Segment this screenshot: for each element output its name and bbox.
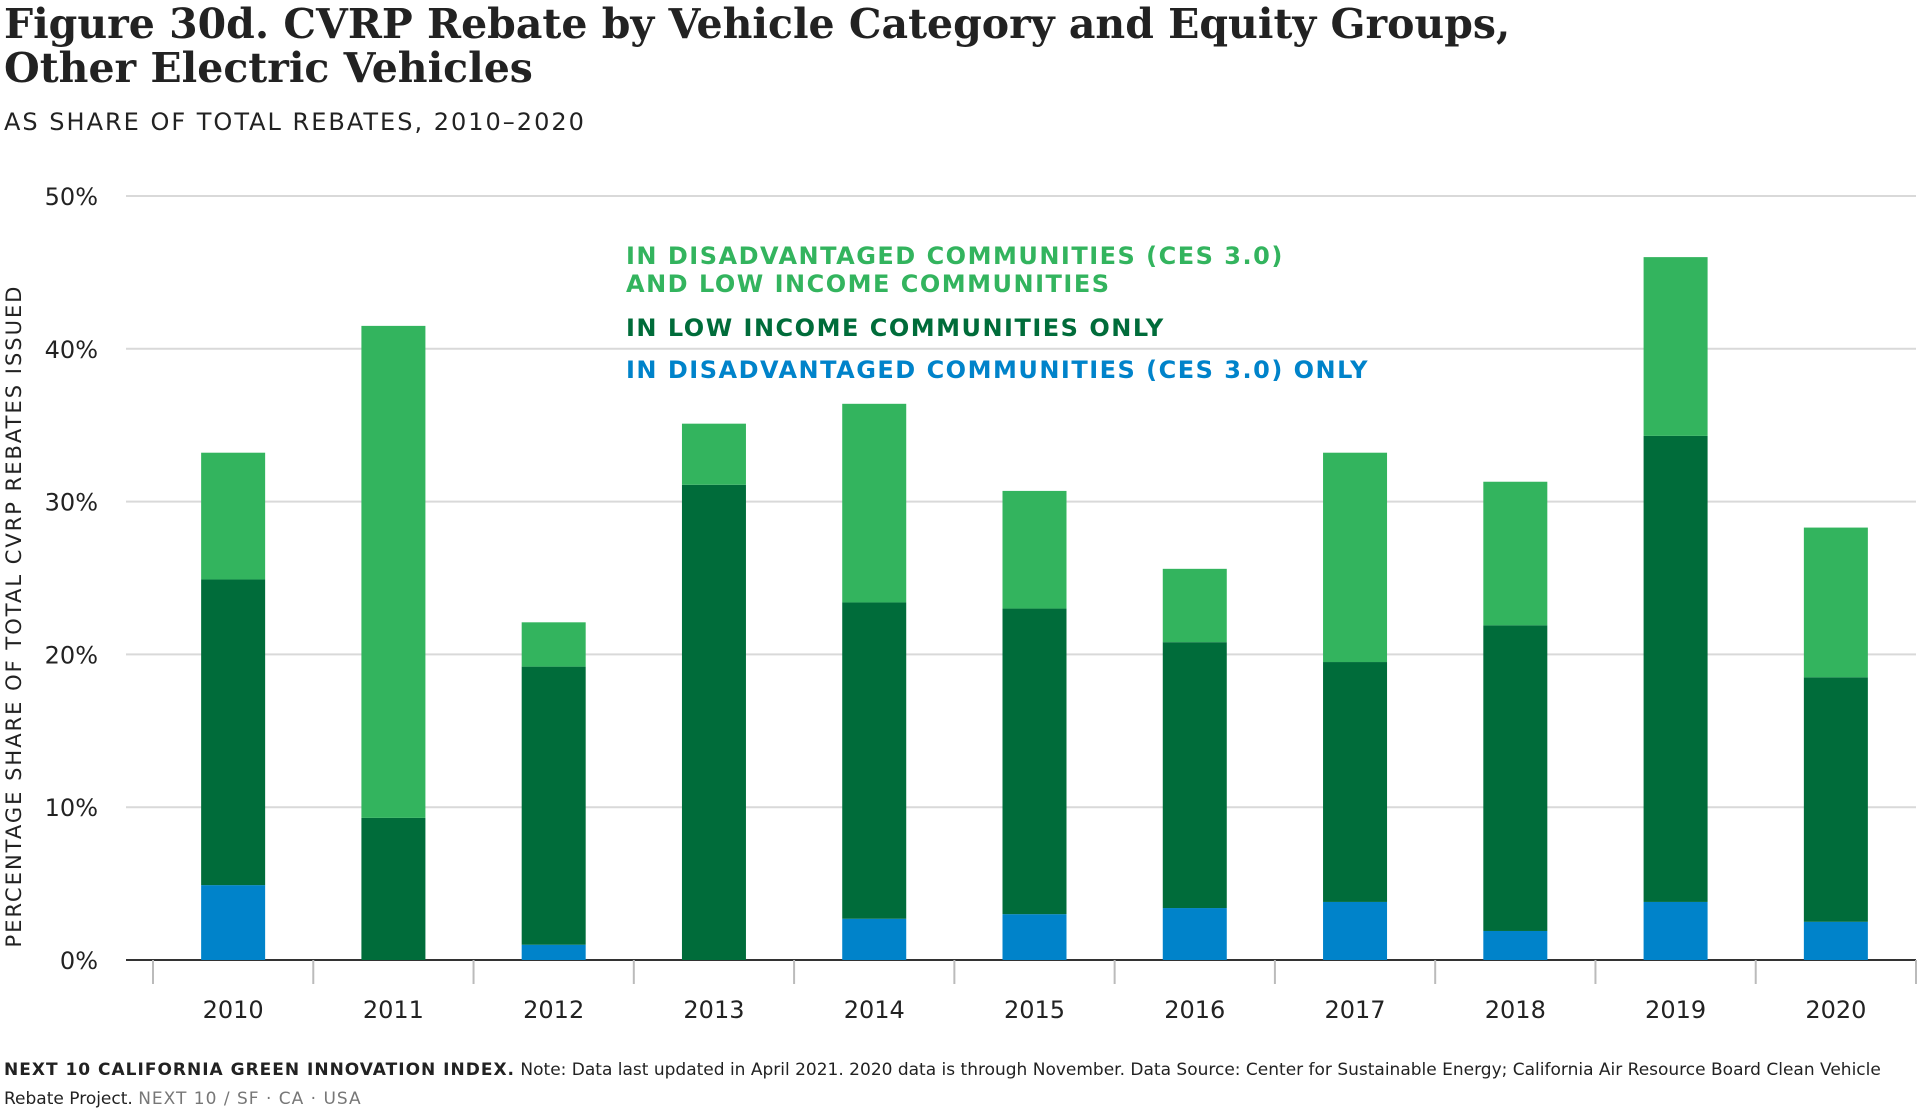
bar-segment-2020-series-0: [1803, 921, 1868, 960]
x-tick-label: 2011: [363, 996, 424, 1024]
bar-segment-2010-series-1: [201, 579, 266, 886]
bar-segment-2013-series-1: [681, 484, 746, 960]
y-tick-label: 10%: [45, 794, 98, 822]
legend-entry-disadvantaged-text: IN DISADVANTAGED COMMUNITIES (CES 3.0) O…: [626, 356, 1370, 384]
footer-org: NEXT 10 CALIFORNIA GREEN INNOVATION INDE…: [4, 1060, 516, 1080]
bar-segment-2019-series-2: [1643, 257, 1708, 436]
bar-segment-2013-series-2: [681, 423, 746, 485]
bar-segment-2015-series-2: [1002, 490, 1067, 609]
chart-subtitle: AS SHARE OF TOTAL REBATES, 2010–2020: [4, 108, 586, 136]
y-tick-label: 30%: [45, 489, 98, 517]
bar-segment-2012-series-0: [521, 944, 586, 960]
bar-segment-2010-series-2: [201, 452, 266, 580]
bar-segment-2010-series-0: [201, 885, 266, 960]
bar-segment-2017-series-2: [1323, 452, 1388, 663]
x-tick-label: 2012: [523, 996, 584, 1024]
chart-title-line-2: Other Electric Vehicles: [4, 44, 533, 92]
x-tick-label: 2018: [1485, 996, 1546, 1024]
legend-entry-low-income: IN LOW INCOME COMMUNITIES ONLY: [626, 314, 1165, 342]
bar-segment-2014-series-0: [842, 918, 907, 960]
legend-entry-low-income-text: IN LOW INCOME COMMUNITIES ONLY: [626, 314, 1165, 342]
y-axis-label: PERCENTAGE SHARE OF TOTAL CVRP REBATES I…: [2, 284, 26, 948]
x-tick-label: 2020: [1805, 996, 1866, 1024]
bar-segment-2020-series-1: [1803, 677, 1868, 922]
footer-note-text: Note: Data last updated in April 2021. 2…: [4, 1060, 1881, 1109]
chart-title: Figure 30d. CVRP Rebate by Vehicle Categ…: [4, 2, 1510, 90]
x-tick-label: 2017: [1325, 996, 1386, 1024]
x-tick-label: 2010: [203, 996, 264, 1024]
bar-segment-2012-series-2: [521, 622, 586, 667]
bar-segment-2017-series-1: [1323, 662, 1388, 902]
y-tick-label: 50%: [45, 183, 98, 211]
legend-entry-combined-line-1: IN DISADVANTAGED COMMUNITIES (CES 3.0): [626, 242, 1284, 270]
y-tick-label: 20%: [45, 641, 98, 669]
x-tick-label: 2019: [1645, 996, 1706, 1024]
bar-segment-2014-series-2: [842, 403, 907, 603]
y-tick-label: 0%: [60, 947, 98, 975]
bar-segment-2018-series-2: [1483, 481, 1548, 626]
bar-segment-2019-series-0: [1643, 901, 1708, 960]
bar-segment-2016-series-0: [1162, 908, 1227, 960]
bar-segment-2018-series-0: [1483, 930, 1548, 960]
bar-segment-2018-series-1: [1483, 625, 1548, 931]
bar-segment-2015-series-0: [1002, 914, 1067, 960]
bar-segment-2019-series-1: [1643, 435, 1708, 902]
bar-segment-2017-series-0: [1323, 901, 1388, 960]
bar-segment-2016-series-1: [1162, 642, 1227, 909]
legend-entry-combined-line-2: AND LOW INCOME COMMUNITIES: [626, 270, 1111, 298]
x-tick-label: 2013: [683, 996, 744, 1024]
footer-note: NEXT 10 CALIFORNIA GREEN INNOVATION INDE…: [4, 1056, 1884, 1114]
footer-tag: NEXT 10 / SF · CA · USA: [138, 1089, 362, 1109]
x-tick-label: 2014: [844, 996, 905, 1024]
bar-segment-2016-series-2: [1162, 568, 1227, 643]
bar-segment-2012-series-1: [521, 666, 586, 945]
y-tick-label: 40%: [45, 336, 98, 364]
bar-segment-2011-series-1: [361, 817, 426, 960]
bar-segment-2020-series-2: [1803, 527, 1868, 678]
bar-segment-2011-series-2: [361, 325, 426, 818]
legend-entry-disadvantaged: IN DISADVANTAGED COMMUNITIES (CES 3.0) O…: [626, 356, 1369, 384]
chart-plot: 0% 10% 20% 30% 40% 50% 2010 2011 2012 2013 2014 201…: [45, 183, 1917, 1024]
bar-segment-2014-series-1: [842, 602, 907, 919]
chart-title-line-1: Figure 30d. CVRP Rebate by Vehicle Categ…: [4, 0, 1511, 48]
legend-entry-combined: IN DISADVANTAGED COMMUNITIES (CES 3.0) A…: [626, 242, 1284, 298]
x-tick-label: 2015: [1004, 996, 1065, 1024]
x-tick-label: 2016: [1164, 996, 1225, 1024]
bar-segment-2015-series-1: [1002, 608, 1067, 915]
